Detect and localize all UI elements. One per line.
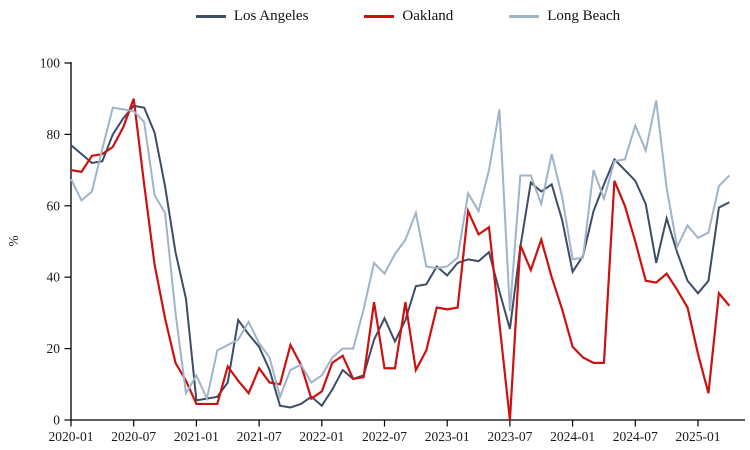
x-tick-label: 2024-01 (550, 429, 595, 444)
y-tick-label: 60 (47, 198, 61, 213)
y-tick-label: 40 (47, 270, 61, 285)
x-tick-label: 2021-01 (174, 429, 219, 444)
x-tick-label: 2022-01 (299, 429, 344, 444)
y-tick-label: 0 (53, 413, 60, 428)
x-tick-label: 2023-07 (487, 429, 532, 444)
axis-spines (70, 62, 745, 421)
y-tick-label: 20 (47, 341, 61, 356)
y-tick-label: 80 (47, 127, 61, 142)
x-tick-label: 2021-07 (237, 429, 282, 444)
series-line-oakland (70, 98, 731, 421)
y-axis-label: % (6, 235, 21, 246)
x-tick-label: 2024-07 (613, 429, 658, 444)
x-tick-label: 2020-07 (111, 429, 156, 444)
x-tick-label: 2023-01 (425, 429, 470, 444)
x-tick-label: 2025-01 (676, 429, 721, 444)
y-tick-label: 100 (40, 56, 61, 71)
x-tick-label: 2022-07 (362, 429, 407, 444)
series-line-long-beach (70, 100, 731, 402)
x-tick-label: 2020-01 (49, 429, 94, 444)
